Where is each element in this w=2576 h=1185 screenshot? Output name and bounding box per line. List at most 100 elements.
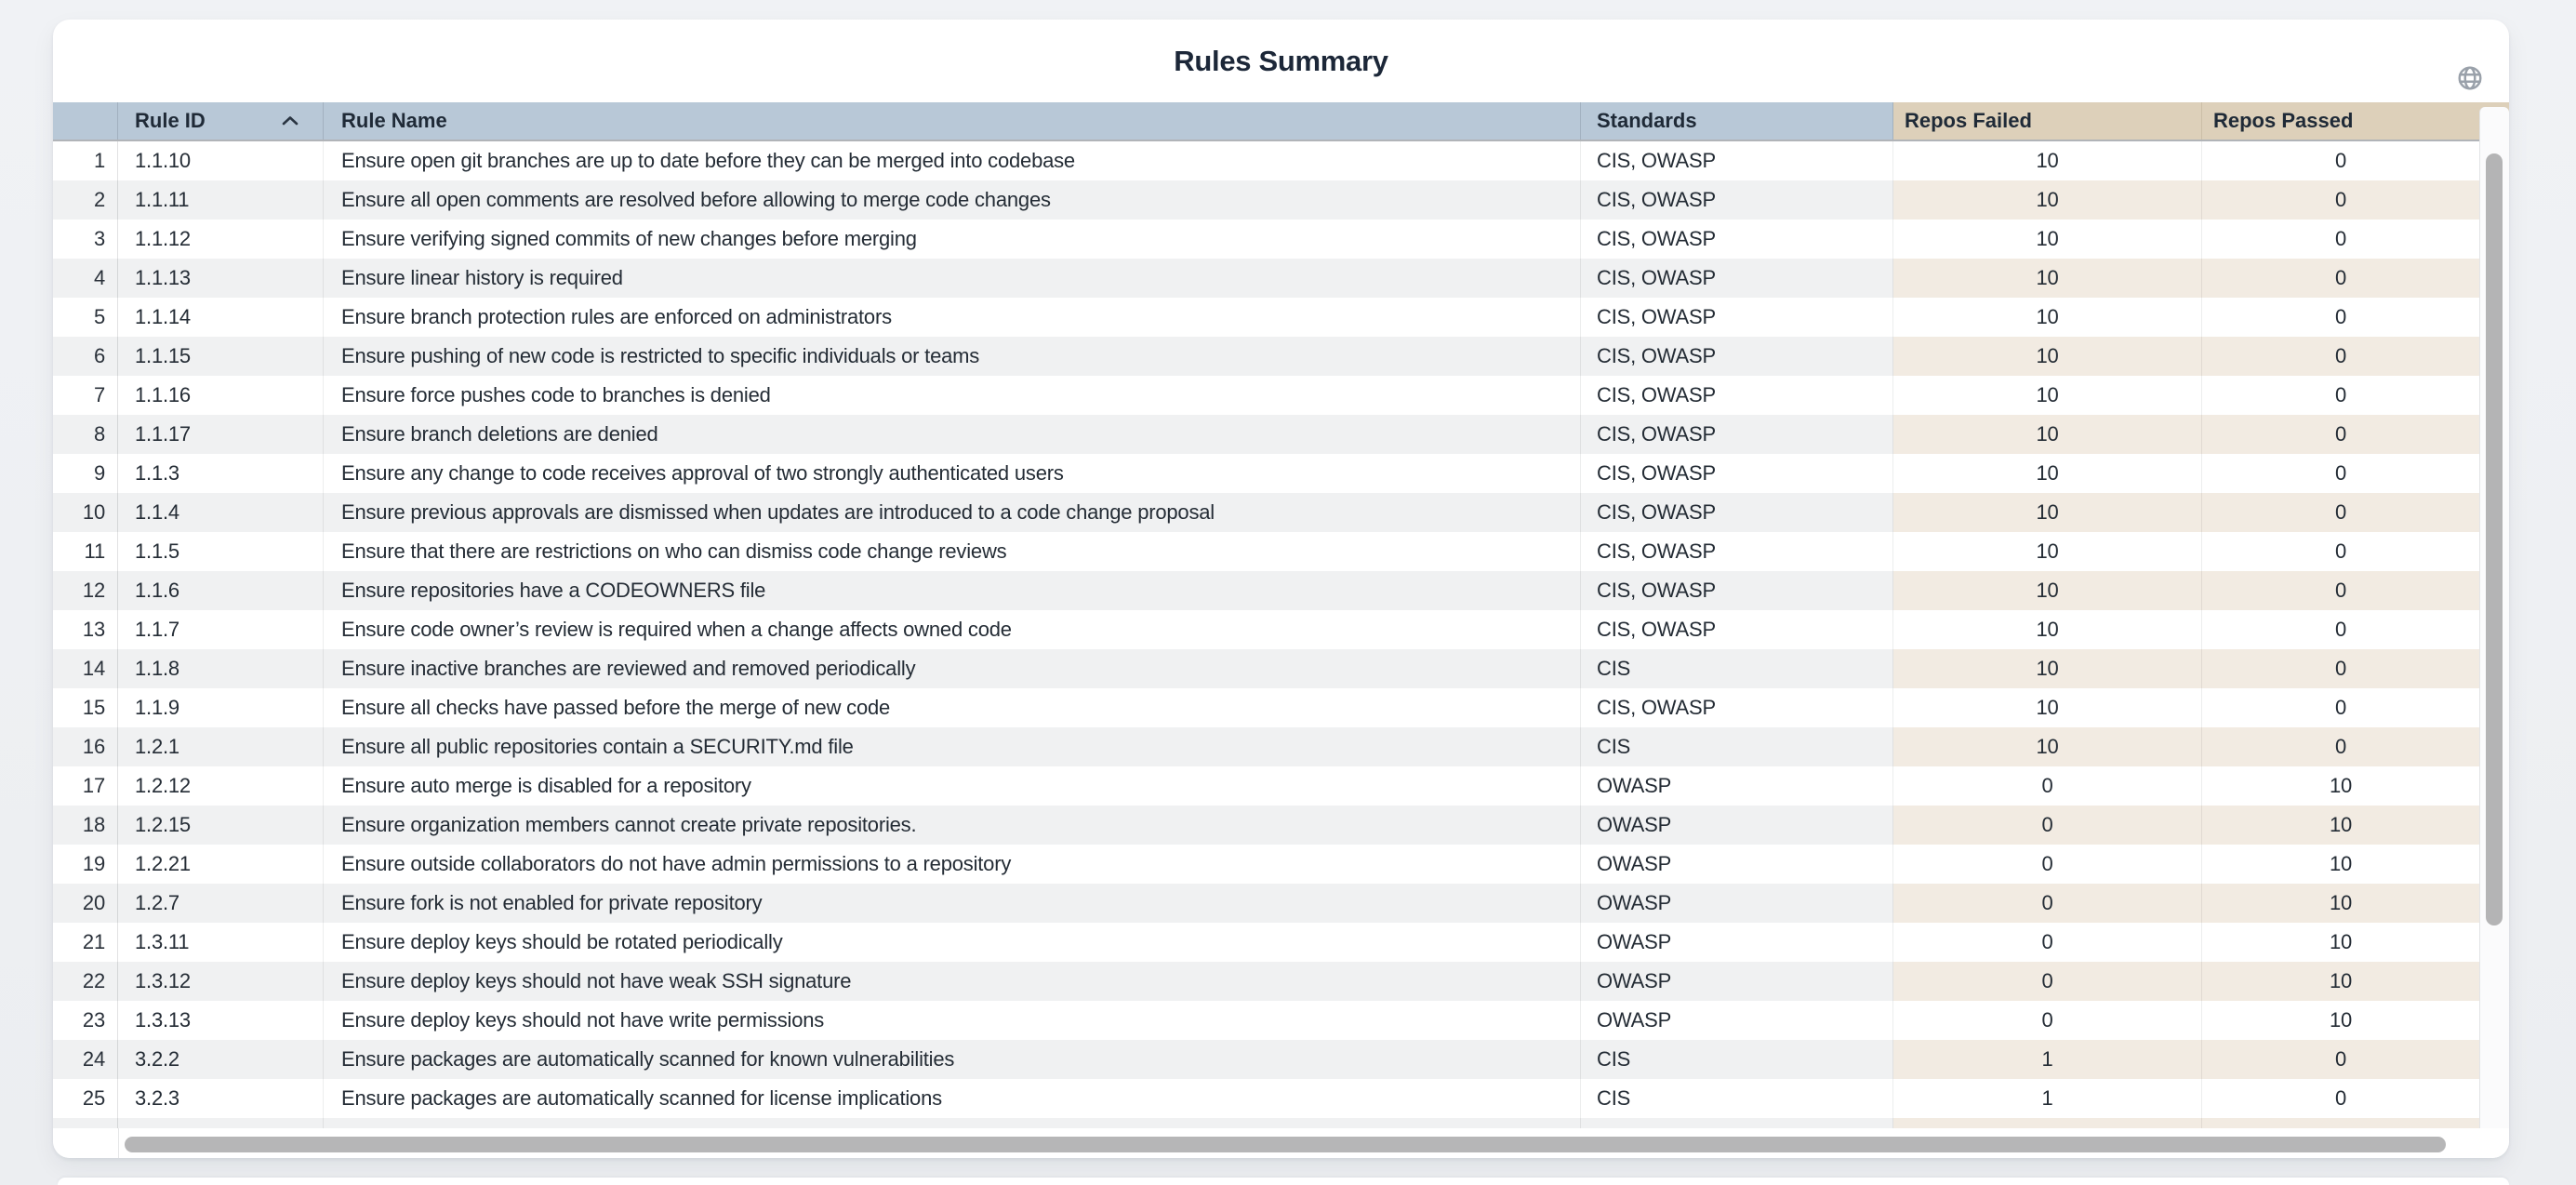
table-row[interactable]: 25 3.2.3 Ensure packages are automatically…: [53, 1079, 2479, 1118]
cell-rule-id: 1.2.21: [118, 845, 324, 884]
cell-rule-id: 1.2.12: [118, 766, 324, 806]
cell-rule-name: Ensure all open comments are resolved be…: [324, 180, 1581, 220]
cell-rule-id: 1.3.11: [118, 923, 324, 962]
table-row[interactable]: 19 1.2.21 Ensure outside collaborators do …: [53, 845, 2479, 884]
column-header-rule-id[interactable]: Rule ID: [118, 102, 324, 140]
cell-repos-failed: 10: [1893, 180, 2202, 220]
cell-standards: CIS: [1581, 1040, 1893, 1079]
table-row[interactable]: 16 1.2.1 Ensure all public repositories co…: [53, 727, 2479, 766]
cell-standards: CIS, OWASP: [1581, 493, 1893, 532]
cell-repos-failed: 10: [1893, 415, 2202, 454]
cell-standards: OWASP: [1581, 962, 1893, 1001]
cell-standards: OWASP: [1581, 806, 1893, 845]
cell-rule-id: 1.1.3: [118, 454, 324, 493]
column-header-index[interactable]: [53, 102, 118, 140]
table-row[interactable]: 10 1.1.4 Ensure previous approvals are dis…: [53, 493, 2479, 532]
cell-index: 9: [53, 454, 118, 493]
column-header-repos-passed[interactable]: Repos Passed: [2202, 102, 2509, 140]
table-row[interactable]: 21 1.3.11 Ensure deploy keys should be rot…: [53, 923, 2479, 962]
table-row[interactable]: 23 1.3.13 Ensure deploy keys should not ha…: [53, 1001, 2479, 1040]
table-header: Rule ID Rule Name Standards Repos Failed…: [53, 102, 2509, 141]
table-row[interactable]: 18 1.2.15 Ensure organization members cann…: [53, 806, 2479, 845]
cell-repos-passed: 0: [2202, 610, 2479, 649]
table-row[interactable]: 1 1.1.10 Ensure open git branches are up t…: [53, 141, 2479, 180]
table-row[interactable]: 14 1.1.8 Ensure inactive branches are revi…: [53, 649, 2479, 688]
cell-rule-id: 1.1.14: [118, 298, 324, 337]
horizontal-scrollbar[interactable]: [53, 1128, 2509, 1158]
table-row[interactable]: 4 1.1.13 Ensure linear history is required…: [53, 259, 2479, 298]
cell-repos-failed: 10: [1893, 571, 2202, 610]
cell-rule-id: 1.1.7: [118, 610, 324, 649]
table-row[interactable]: 6 1.1.15 Ensure pushing of new code is res…: [53, 337, 2479, 376]
cell-rule-id: 1.1.4: [118, 493, 324, 532]
table-row[interactable]: 8 1.1.17 Ensure branch deletions are denie…: [53, 415, 2479, 454]
table-row[interactable]: 13 1.1.7 Ensure code owner’s review is req…: [53, 610, 2479, 649]
table-row[interactable]: 12 1.1.6 Ensure repositories have a CODEOW…: [53, 571, 2479, 610]
cell-repos-passed: 0: [2202, 220, 2479, 259]
column-header-standards[interactable]: Standards: [1581, 102, 1893, 140]
cell-repos-passed: 0: [2202, 688, 2479, 727]
cell-index: 6: [53, 337, 118, 376]
table-body: 1 1.1.10 Ensure open git branches are up t…: [53, 141, 2479, 1128]
cell-rule-id: [118, 1118, 324, 1128]
horizontal-scrollbar-thumb[interactable]: [125, 1137, 2446, 1152]
table-row[interactable]: 17 1.2.12 Ensure auto merge is disabled fo…: [53, 766, 2479, 806]
cell-rule-id: 1.1.6: [118, 571, 324, 610]
table-row[interactable]: 3 1.1.12 Ensure verifying signed commits o…: [53, 220, 2479, 259]
cell-standards: OWASP: [1581, 923, 1893, 962]
table-row[interactable]: 11 1.1.5 Ensure that there are restriction…: [53, 532, 2479, 571]
cell-repos-passed: 10: [2202, 923, 2479, 962]
cell-rule-name: Ensure open git branches are up to date …: [324, 141, 1581, 180]
cell-repos-passed: 0: [2202, 259, 2479, 298]
table-row[interactable]: 22 1.3.12 Ensure deploy keys should not ha…: [53, 962, 2479, 1001]
table-row[interactable]: 24 3.2.2 Ensure packages are automatically…: [53, 1040, 2479, 1079]
table-row[interactable]: [53, 1118, 2479, 1128]
cell-standards: CIS: [1581, 649, 1893, 688]
column-header-rule-name[interactable]: Rule Name: [324, 102, 1581, 140]
column-header-repos-failed[interactable]: Repos Failed: [1893, 102, 2202, 140]
cell-rule-name: Ensure packages are automatically scanne…: [324, 1040, 1581, 1079]
cell-rule-id: 1.2.15: [118, 806, 324, 845]
cell-rule-name: Ensure outside collaborators do not have…: [324, 845, 1581, 884]
table-row[interactable]: 2 1.1.11 Ensure all open comments are reso…: [53, 180, 2479, 220]
cell-rule-id: 1.3.12: [118, 962, 324, 1001]
cell-rule-name: Ensure pushing of new code is restricted…: [324, 337, 1581, 376]
cell-index: 11: [53, 532, 118, 571]
cell-rule-name: Ensure previous approvals are dismissed …: [324, 493, 1581, 532]
cell-index: 25: [53, 1079, 118, 1118]
cell-rule-name: Ensure deploy keys should not have weak …: [324, 962, 1581, 1001]
cell-repos-failed: 10: [1893, 220, 2202, 259]
cell-rule-id: 1.1.13: [118, 259, 324, 298]
cell-repos-failed: 10: [1893, 649, 2202, 688]
vertical-scrollbar-thumb[interactable]: [2486, 153, 2503, 925]
cell-repos-failed: 0: [1893, 884, 2202, 923]
cell-standards: CIS, OWASP: [1581, 454, 1893, 493]
cell-rule-id: 3.2.2: [118, 1040, 324, 1079]
cell-repos-failed: 1: [1893, 1079, 2202, 1118]
cell-index: 14: [53, 649, 118, 688]
table-row[interactable]: 7 1.1.16 Ensure force pushes code to branc…: [53, 376, 2479, 415]
cell-rule-id: 3.2.3: [118, 1079, 324, 1118]
cell-index: 20: [53, 884, 118, 923]
cell-repos-passed: 0: [2202, 337, 2479, 376]
cell-standards: OWASP: [1581, 845, 1893, 884]
cell-standards: CIS, OWASP: [1581, 610, 1893, 649]
cell-repos-failed: 10: [1893, 454, 2202, 493]
cell-repos-failed: 10: [1893, 727, 2202, 766]
table-row[interactable]: 5 1.1.14 Ensure branch protection rules ar…: [53, 298, 2479, 337]
table-row[interactable]: 9 1.1.3 Ensure any change to code receives…: [53, 454, 2479, 493]
cell-standards: CIS, OWASP: [1581, 141, 1893, 180]
table-row[interactable]: 15 1.1.9 Ensure all checks have passed bef…: [53, 688, 2479, 727]
cell-repos-failed: 10: [1893, 337, 2202, 376]
table-row[interactable]: 20 1.2.7 Ensure fork is not enabled for pr…: [53, 884, 2479, 923]
cell-repos-passed: 0: [2202, 493, 2479, 532]
cell-index: 21: [53, 923, 118, 962]
cell-standards: CIS, OWASP: [1581, 180, 1893, 220]
cell-standards: CIS, OWASP: [1581, 298, 1893, 337]
cell-rule-name: Ensure branch deletions are denied: [324, 415, 1581, 454]
globe-icon[interactable]: [2455, 63, 2485, 93]
sort-ascending-icon: [280, 113, 300, 128]
cell-standards: CIS, OWASP: [1581, 337, 1893, 376]
cell-standards: CIS, OWASP: [1581, 376, 1893, 415]
cell-repos-passed: 10: [2202, 845, 2479, 884]
